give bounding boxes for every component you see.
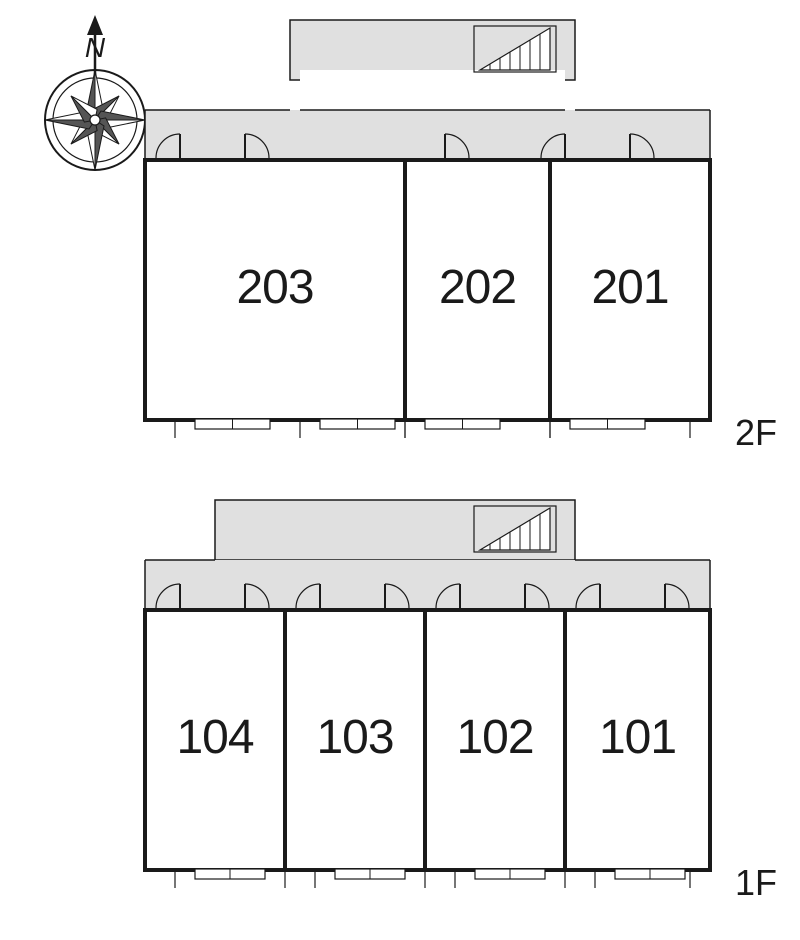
room-label-102: 102 — [456, 711, 533, 764]
room-label-201: 201 — [591, 261, 668, 314]
room-label-202: 202 — [439, 261, 516, 314]
floorplan-svg: N 203 202 201 2F 104 103 102 101 1F — [0, 0, 800, 940]
room-label-101: 101 — [599, 711, 676, 764]
compass-n-label: N — [85, 32, 106, 63]
room-label-104: 104 — [176, 711, 253, 764]
floor-1F: 104 103 102 101 1F — [145, 500, 777, 903]
room-label-203: 203 — [236, 261, 313, 314]
floor-label-1F: 1F — [735, 862, 777, 903]
floor-label-2F: 2F — [735, 412, 777, 453]
room-label-103: 103 — [316, 711, 393, 764]
